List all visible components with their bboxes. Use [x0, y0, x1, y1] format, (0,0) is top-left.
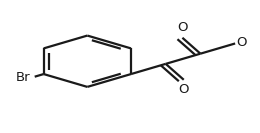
- Text: O: O: [177, 21, 188, 34]
- Text: O: O: [236, 36, 247, 49]
- Text: O: O: [179, 83, 189, 96]
- Text: Br: Br: [15, 71, 30, 84]
